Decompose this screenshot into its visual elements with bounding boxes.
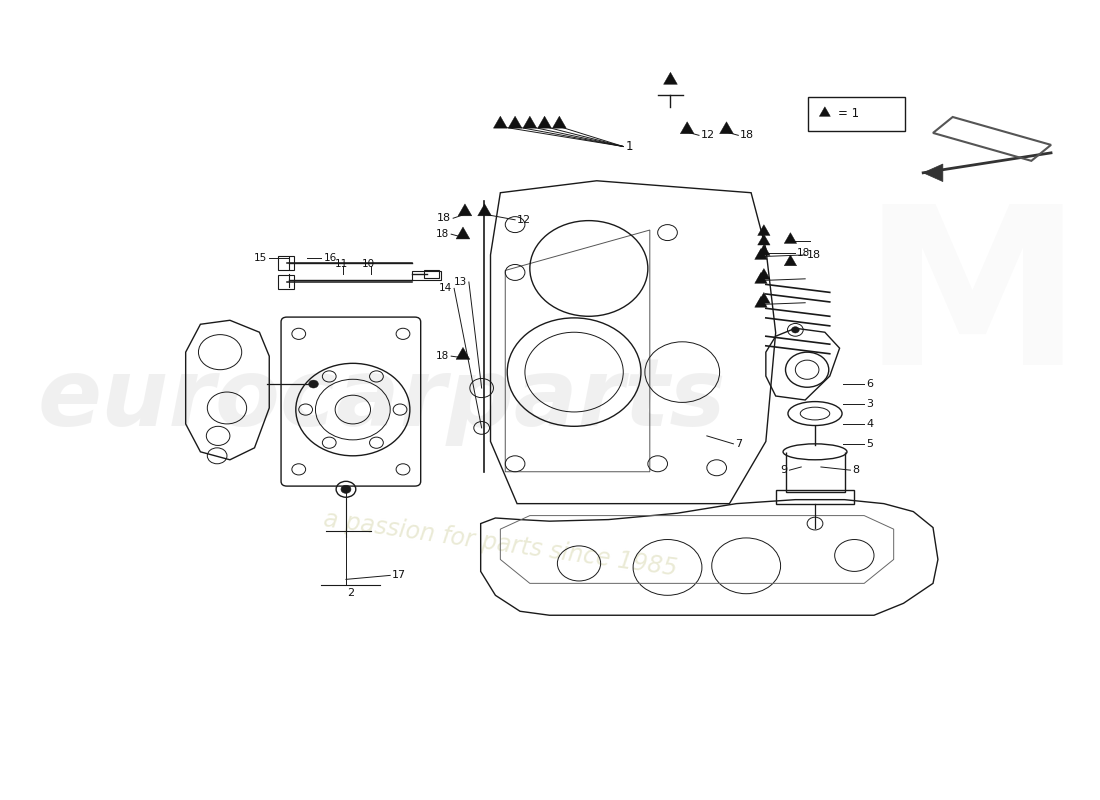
Text: 11: 11 [334, 259, 348, 270]
Polygon shape [758, 234, 770, 245]
Polygon shape [538, 116, 551, 128]
Text: eurocarparts: eurocarparts [39, 354, 727, 446]
Polygon shape [755, 273, 767, 283]
Polygon shape [458, 204, 472, 216]
Polygon shape [456, 347, 470, 359]
Text: 10: 10 [362, 259, 375, 270]
Polygon shape [552, 116, 567, 128]
Text: 2: 2 [348, 588, 354, 598]
Text: 18: 18 [807, 250, 822, 260]
Text: 18: 18 [740, 130, 755, 140]
Text: 18: 18 [798, 247, 811, 258]
Text: 13: 13 [453, 277, 466, 287]
Text: 18: 18 [436, 351, 449, 361]
Text: 15: 15 [254, 253, 267, 263]
Polygon shape [755, 297, 767, 307]
Text: 18: 18 [436, 229, 449, 239]
Text: M: M [861, 198, 1082, 411]
Text: 6: 6 [866, 379, 873, 389]
Polygon shape [758, 225, 770, 235]
Polygon shape [923, 164, 943, 182]
Polygon shape [508, 116, 522, 128]
Circle shape [341, 486, 351, 494]
Polygon shape [522, 116, 537, 128]
Text: 14: 14 [439, 283, 452, 294]
Text: 18: 18 [437, 214, 451, 223]
Circle shape [791, 326, 800, 333]
Polygon shape [784, 233, 796, 243]
Text: 12: 12 [701, 130, 715, 140]
Text: 3: 3 [866, 399, 873, 409]
Text: 1: 1 [625, 140, 632, 153]
Polygon shape [758, 293, 770, 303]
Text: = 1: = 1 [837, 107, 859, 120]
Polygon shape [784, 255, 796, 266]
Polygon shape [680, 122, 694, 134]
Text: a passion for parts since 1985: a passion for parts since 1985 [322, 506, 679, 580]
Polygon shape [477, 204, 492, 216]
Circle shape [309, 380, 318, 388]
Polygon shape [663, 72, 678, 84]
Text: 12: 12 [517, 215, 531, 225]
Polygon shape [494, 116, 507, 128]
Text: 7: 7 [736, 439, 743, 449]
Polygon shape [820, 106, 830, 116]
Text: 4: 4 [866, 419, 873, 429]
Polygon shape [719, 122, 734, 134]
Polygon shape [456, 227, 470, 239]
Text: 9: 9 [780, 465, 788, 475]
Text: 8: 8 [852, 465, 859, 475]
Text: 16: 16 [323, 253, 337, 263]
Polygon shape [758, 245, 770, 255]
Text: 17: 17 [393, 570, 406, 580]
Polygon shape [758, 269, 770, 279]
Text: 5: 5 [866, 439, 873, 449]
Polygon shape [755, 249, 767, 259]
